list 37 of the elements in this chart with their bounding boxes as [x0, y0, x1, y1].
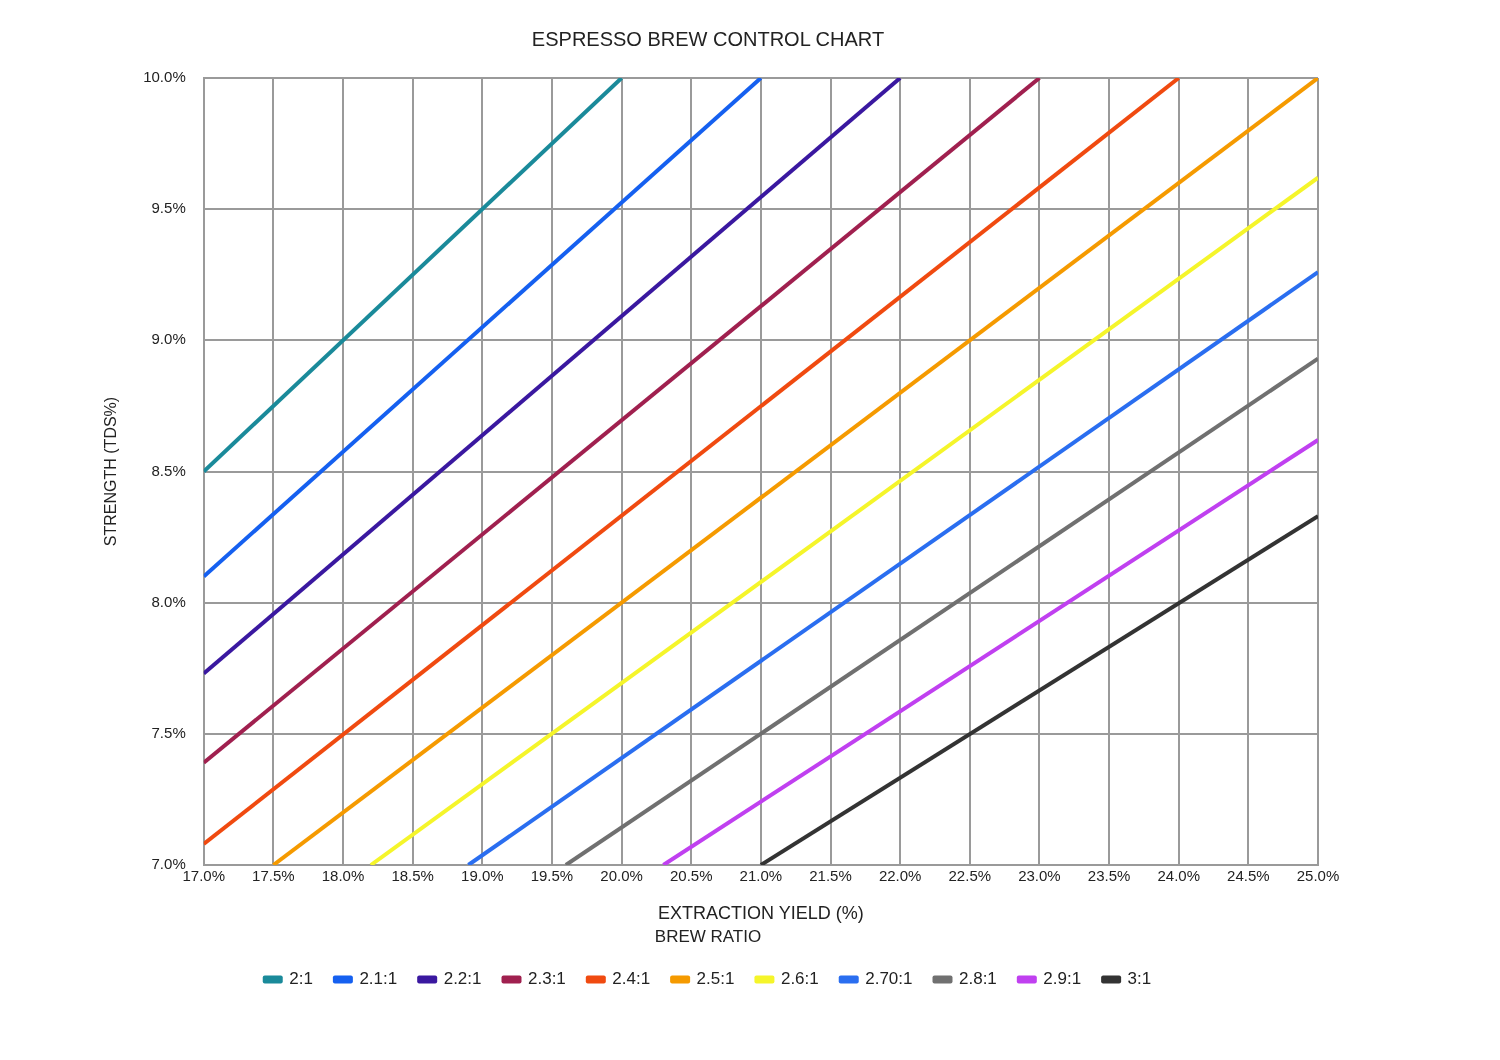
legend-label: 2.3:1 — [528, 969, 566, 989]
y-tick-label: 8.5% — [151, 461, 186, 479]
legend-label: 2.1:1 — [359, 969, 398, 989]
legend-label: 2:1 — [289, 969, 313, 989]
x-tick-label: 19.5% — [530, 867, 574, 885]
legend-label: 2.70:1 — [865, 969, 913, 989]
x-tick-label: 24.5% — [1227, 867, 1270, 885]
x-tick-label: 18.5% — [391, 867, 434, 885]
y-tick-label: 9.5% — [151, 199, 186, 217]
legend-label: 2.9:1 — [1043, 969, 1082, 989]
legend-label: 2.5:1 — [696, 969, 735, 989]
y-tick-label: 8.0% — [151, 592, 186, 610]
x-tick-label: 21.5% — [809, 867, 852, 885]
legend-label: 2.2:1 — [443, 969, 482, 989]
y-tick-label: 7.5% — [151, 723, 186, 741]
x-tick-label: 22.0% — [878, 867, 922, 885]
x-tick-label: 21.0% — [739, 867, 783, 885]
x-tick-label: 23.5% — [1087, 867, 1131, 885]
x-tick-label: 25.0% — [1296, 867, 1340, 885]
x-tick-label: 20.0% — [600, 867, 643, 885]
x-tick-label: 24.0% — [1157, 867, 1200, 885]
x-axis-title: EXTRACTION YIELD (%) — [658, 902, 864, 923]
x-tick-label: 20.5% — [669, 867, 713, 885]
legend-label: 2.6:1 — [780, 969, 819, 989]
y-tick-label: 10.0% — [143, 68, 186, 86]
x-tick-label: 18.0% — [321, 867, 365, 885]
legend-label: 2.8:1 — [959, 969, 997, 989]
x-tick-label: 23.0% — [1018, 867, 1061, 885]
legend-label: 3:1 — [1127, 969, 1152, 989]
legend-title: BREW RATIO — [654, 926, 762, 946]
x-tick-label: 19.0% — [461, 867, 504, 885]
legend-label: 2.4:1 — [612, 969, 651, 989]
chart-title: ESPRESSO BREW CONTROL CHART — [531, 27, 885, 50]
y-axis-title: STRENGTH (TDS%) — [102, 396, 120, 547]
x-tick-label: 22.5% — [948, 867, 992, 885]
y-tick-label: 9.0% — [151, 330, 186, 348]
x-tick-label: 17.5% — [252, 867, 295, 885]
